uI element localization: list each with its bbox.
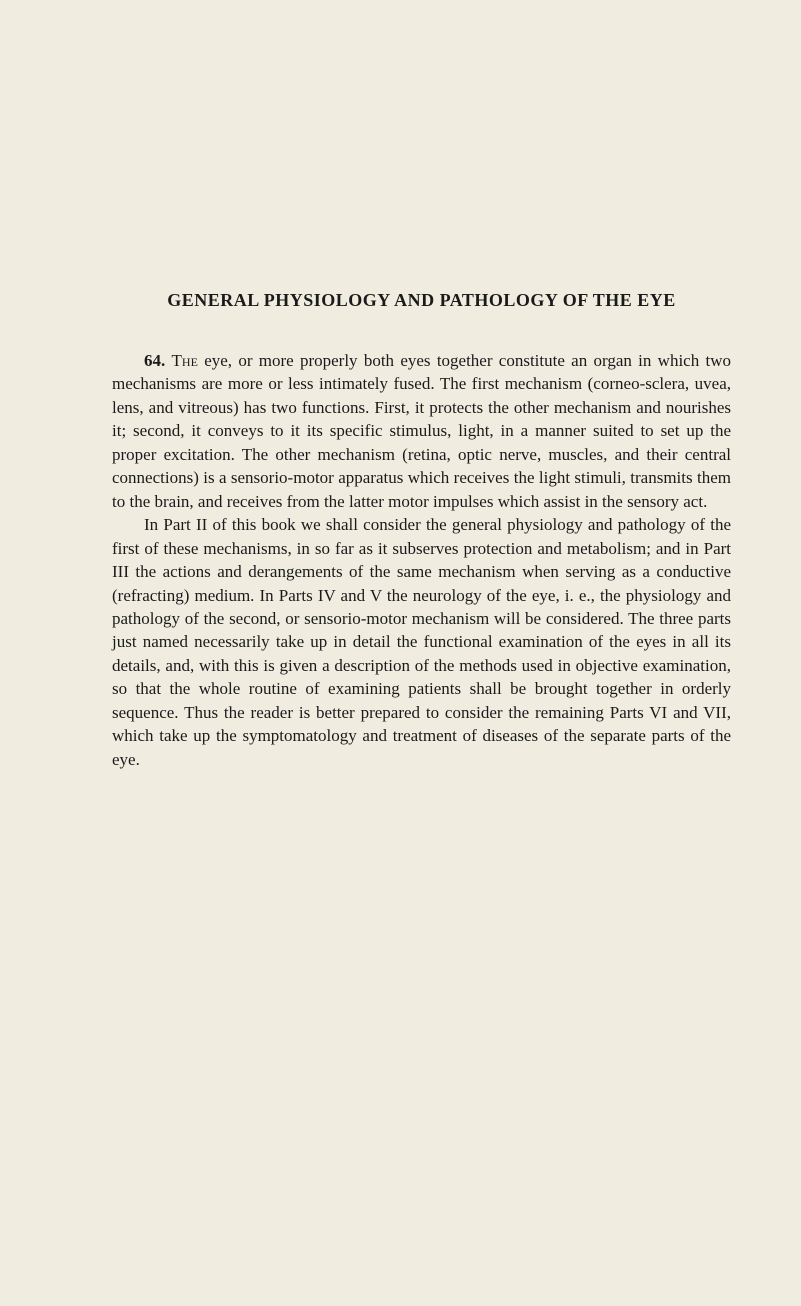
paragraph-2: In Part II of this book we shall conside…: [112, 513, 731, 771]
paragraph-1: 64. The eye, or more properly both eyes …: [112, 349, 731, 513]
chapter-title: GENERAL PHYSIOLOGY AND PATHOLOGY OF THE …: [112, 290, 731, 311]
page-content: GENERAL PHYSIOLOGY AND PATHOLOGY OF THE …: [0, 0, 801, 831]
para1-body: eye, or more properly both eyes together…: [112, 351, 731, 511]
para2-body: In Part II of this book we shall conside…: [112, 515, 731, 769]
section-number: 64.: [144, 351, 165, 370]
lead-word: The: [172, 351, 198, 370]
